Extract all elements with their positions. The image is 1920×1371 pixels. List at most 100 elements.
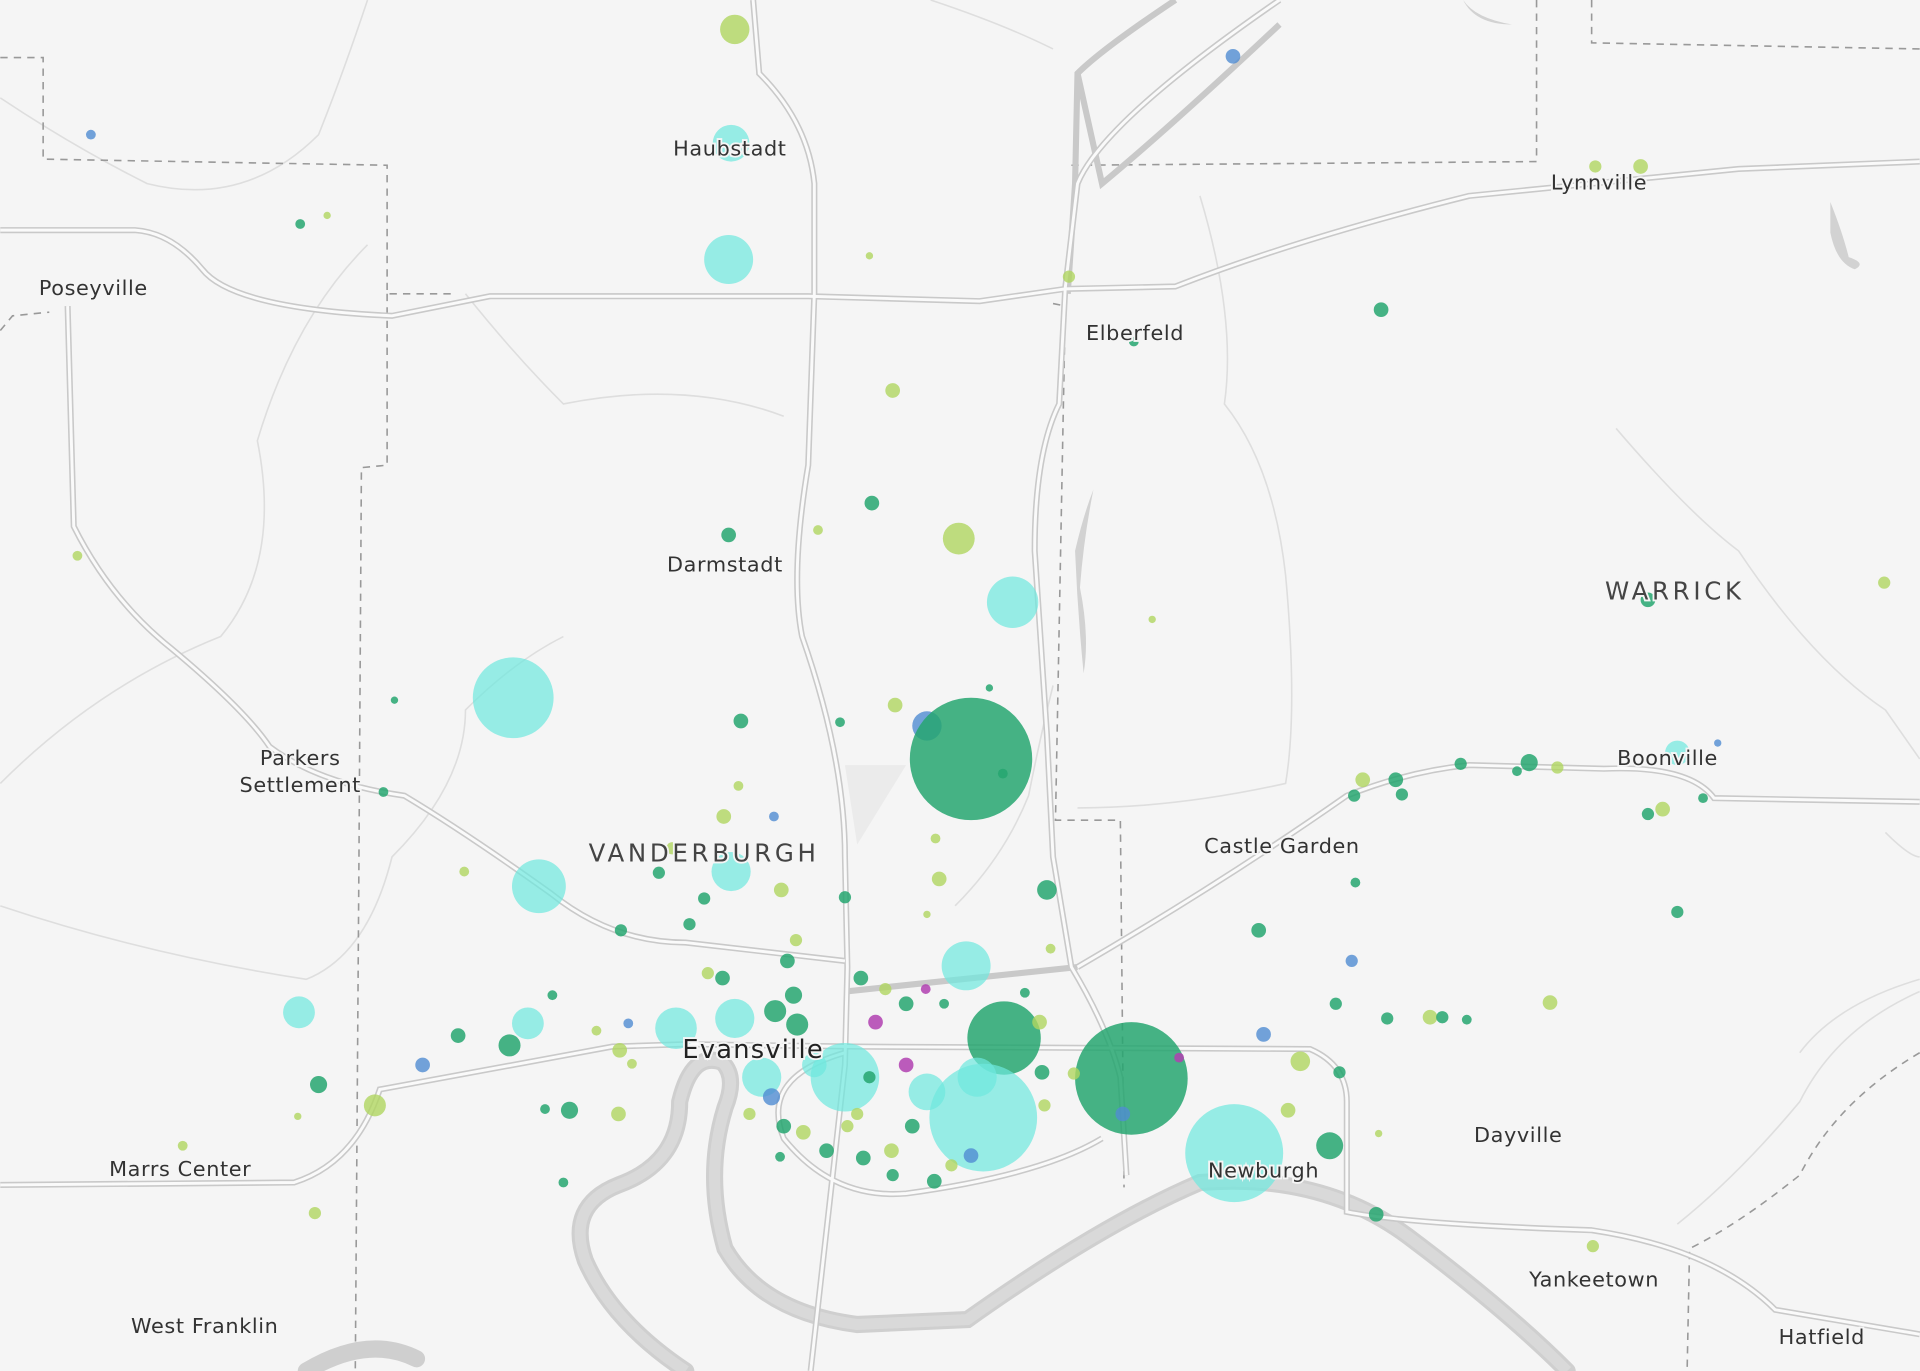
point-marker: [721, 527, 736, 543]
point-marker: [1062, 270, 1076, 283]
point-marker: [715, 998, 755, 1039]
point-marker: [1395, 788, 1409, 801]
point-marker: [986, 576, 1039, 628]
point-marker: [920, 984, 931, 994]
point-marker: [1368, 1206, 1384, 1222]
point-marker: [742, 1057, 782, 1097]
point-marker: [1381, 1012, 1394, 1025]
point-marker: [363, 1094, 386, 1117]
point-marker: [1671, 905, 1684, 919]
point-marker: [786, 1013, 809, 1036]
point-marker: [540, 1104, 550, 1114]
point-marker: [1037, 880, 1057, 900]
point-marker: [784, 986, 803, 1004]
place-label: Yankeetown: [1528, 1267, 1659, 1291]
point-marker: [1280, 1102, 1296, 1118]
point-marker: [864, 495, 880, 511]
point-marker: [450, 1028, 466, 1043]
point-marker: [308, 1206, 322, 1220]
point-marker: [1038, 1099, 1051, 1112]
point-marker: [1640, 592, 1656, 608]
point-marker: [929, 1063, 1038, 1172]
point-marker: [898, 996, 914, 1012]
place-label: Dayville: [1474, 1123, 1562, 1147]
point-marker: [776, 1118, 792, 1134]
county-label: WARRICK: [1605, 576, 1745, 605]
point-marker: [591, 1025, 602, 1036]
place-label: Newburgh: [1208, 1158, 1319, 1182]
place-label: Elberfeld: [1086, 321, 1184, 345]
point-marker: [1454, 757, 1467, 770]
point-marker: [378, 787, 389, 797]
point-marker: [415, 1057, 430, 1073]
place-label: Darmstadt: [667, 553, 783, 577]
river: [297, 0, 1860, 1371]
point-marker: [1350, 877, 1361, 888]
point-marker: [887, 697, 903, 713]
point-marker: [652, 866, 665, 879]
point-marker: [558, 1177, 569, 1188]
point-marker: [295, 219, 306, 229]
point-marker: [1032, 1014, 1047, 1030]
point-marker: [819, 1143, 834, 1159]
point-marker: [498, 1034, 521, 1057]
point-marker: [898, 1057, 914, 1073]
point-marker: [390, 696, 399, 704]
point-marker: [309, 1075, 328, 1094]
point-marker: [967, 1001, 1041, 1075]
place-label: Parkers: [260, 746, 341, 770]
point-marker: [868, 1014, 883, 1030]
point-marker: [627, 1058, 637, 1069]
point-marker: [1665, 740, 1690, 766]
point-marker: [1422, 1009, 1438, 1025]
point-marker: [789, 933, 803, 947]
point-marker: [1542, 995, 1558, 1010]
point-marker: [957, 1057, 997, 1097]
point-marker: [904, 1118, 920, 1134]
point-marker: [1589, 160, 1602, 173]
point-marker: [698, 892, 711, 905]
point-marker: [655, 1007, 697, 1050]
point-marker: [853, 970, 869, 986]
point-marker: [511, 1007, 544, 1040]
point-marker: [715, 970, 730, 986]
point-marker: [769, 811, 779, 822]
point-marker: [863, 1071, 876, 1084]
point-marker: [1355, 772, 1371, 788]
place-label: Castle Garden: [1204, 834, 1360, 858]
point-marker: [1373, 302, 1389, 318]
point-marker: [945, 1159, 958, 1172]
point-marker: [851, 1107, 864, 1121]
point-marker: [885, 383, 901, 398]
point-marker: [323, 211, 331, 220]
point-marker: [909, 697, 1033, 821]
place-labels: Haubstadt Lynnville Poseyville Elberfeld…: [37, 135, 1866, 1351]
point-marker: [716, 809, 732, 824]
point-marker: [884, 1143, 899, 1159]
point-marker: [547, 990, 558, 1001]
point-marker: [701, 967, 714, 980]
point-marker: [472, 657, 554, 739]
point-marker: [623, 1018, 634, 1029]
point-marker: [1512, 766, 1522, 777]
point-marker: [1348, 789, 1361, 802]
point-marker: [1333, 1066, 1346, 1079]
point-marker: [1714, 739, 1722, 747]
point-marker: [939, 998, 949, 1009]
point-marker: [865, 252, 874, 260]
point-marker: [743, 1107, 756, 1121]
point-marker: [1256, 1027, 1271, 1042]
point-marker: [838, 891, 852, 904]
point-marker: [908, 1073, 946, 1111]
point-marker: [1148, 615, 1156, 624]
point-marker: [1586, 1240, 1599, 1253]
point-marker: [1075, 1022, 1188, 1135]
county-label: VANDERBURGH: [589, 838, 820, 867]
point-marker: [1551, 761, 1564, 774]
point-marker: [1655, 801, 1670, 817]
point-marker: [1290, 1051, 1311, 1072]
point-marker: [1128, 336, 1139, 347]
